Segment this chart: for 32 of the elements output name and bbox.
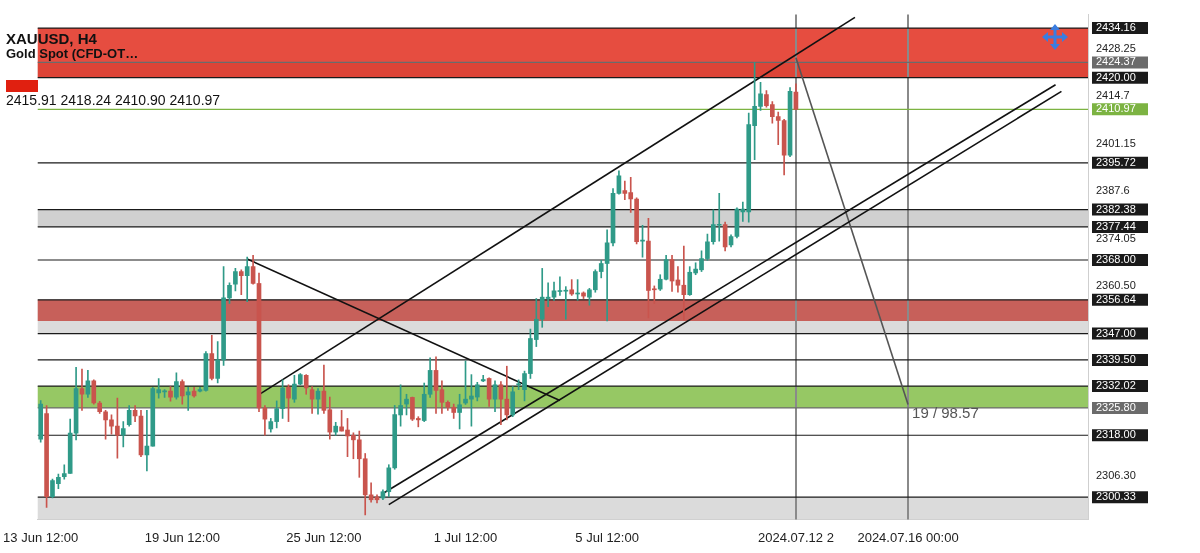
ref-line-label: 2300.33: [1096, 490, 1136, 503]
ref-line-label: 2325.80: [1096, 400, 1136, 413]
ref-line-label: 2382.38: [1096, 202, 1136, 215]
text: Gold Spot (CFD-OT…: [6, 46, 139, 62]
y-tick-label: 2360.50: [1096, 279, 1136, 292]
ref-line-label: 2332.02: [1096, 379, 1136, 392]
ref-line-label: 2356.64: [1096, 292, 1136, 305]
ref-line-label: 2410.97: [1096, 102, 1136, 115]
y-tick-label: 2387.6: [1096, 184, 1130, 197]
ref-line-label: 2339.50: [1096, 352, 1136, 365]
y-tick-label: 2306.30: [1096, 469, 1136, 482]
x-tick-label: 1 Jul 12:00: [433, 529, 498, 545]
series-label: 19 / 98.57: [912, 404, 979, 422]
annotation: 2415.91 2418.24 2410.90 2410.97: [6, 91, 221, 108]
y-tick-label: 2428.25: [1096, 41, 1136, 54]
ref-line-label: 2420.00: [1096, 70, 1136, 83]
x-tick-label: 5 Jul 12:00: [575, 529, 639, 545]
ref-line-label: 2368.00: [1096, 253, 1136, 266]
ref-line-label: 2434.16: [1096, 21, 1136, 34]
ref-line-label: 2424.37: [1096, 55, 1136, 68]
x-tick-label: 2024.07.16 00:00: [857, 529, 959, 545]
ref-line-label: 2347.00: [1096, 326, 1136, 339]
y-tick-label: 2401.15: [1096, 136, 1136, 149]
y-tick-label: 2374.05: [1096, 231, 1136, 244]
ref-line-label: 2377.44: [1096, 219, 1136, 232]
x-tick-label: 13 Jun 12:00: [3, 529, 79, 545]
x-tick-label: 2024.07.12 2: [757, 529, 834, 545]
y-tick-label: 2414.7: [1096, 89, 1130, 102]
ref-line-label: 2395.72: [1096, 155, 1136, 168]
ref-line-label: 2318.00: [1096, 428, 1136, 441]
x-tick-label: 25 Jun 12:00: [286, 529, 362, 545]
x-tick-label: 19 Jun 12:00: [144, 529, 220, 545]
